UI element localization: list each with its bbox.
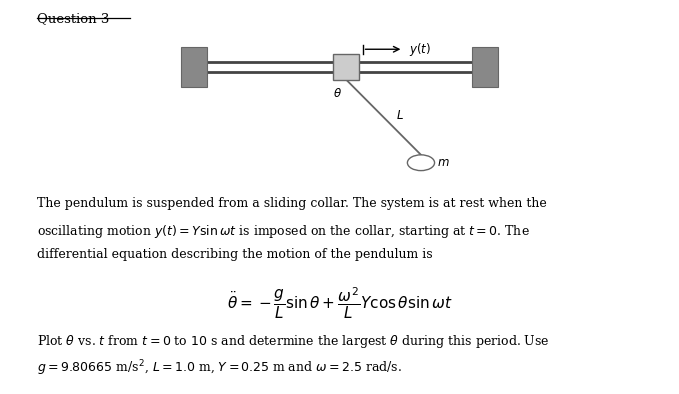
Text: $g = 9.80665$ m/s$^2$, $L = 1.0$ m, $Y = 0.25$ m and $\omega = 2.5$ rad/s.: $g = 9.80665$ m/s$^2$, $L = 1.0$ m, $Y =… (37, 359, 402, 378)
Bar (181, 47, 207, 87)
Text: $L$: $L$ (396, 109, 404, 122)
Text: differential equation describing the motion of the pendulum is: differential equation describing the mot… (37, 248, 433, 261)
Text: $m$: $m$ (437, 156, 450, 169)
Circle shape (407, 155, 435, 171)
Bar (333, 54, 359, 80)
Text: Plot $\theta$ vs. $t$ from $t = 0$ to $10$ s and determine the largest $\theta$ : Plot $\theta$ vs. $t$ from $t = 0$ to $1… (37, 333, 550, 350)
Text: Question 3: Question 3 (37, 13, 110, 26)
Text: $\ddot{\theta} = -\dfrac{g}{L}\sin\theta + \dfrac{\omega^2}{L}Y\cos\theta\sin\om: $\ddot{\theta} = -\dfrac{g}{L}\sin\theta… (227, 286, 452, 321)
Text: $y(t)$: $y(t)$ (409, 41, 430, 58)
Bar (472, 47, 498, 87)
Text: $\theta$: $\theta$ (333, 87, 342, 100)
Text: oscillating motion $y(t) = Y\sin\omega t$ is imposed on the collar, starting at : oscillating motion $y(t) = Y\sin\omega t… (37, 223, 530, 240)
Text: The pendulum is suspended from a sliding collar. The system is at rest when the: The pendulum is suspended from a sliding… (37, 197, 547, 210)
